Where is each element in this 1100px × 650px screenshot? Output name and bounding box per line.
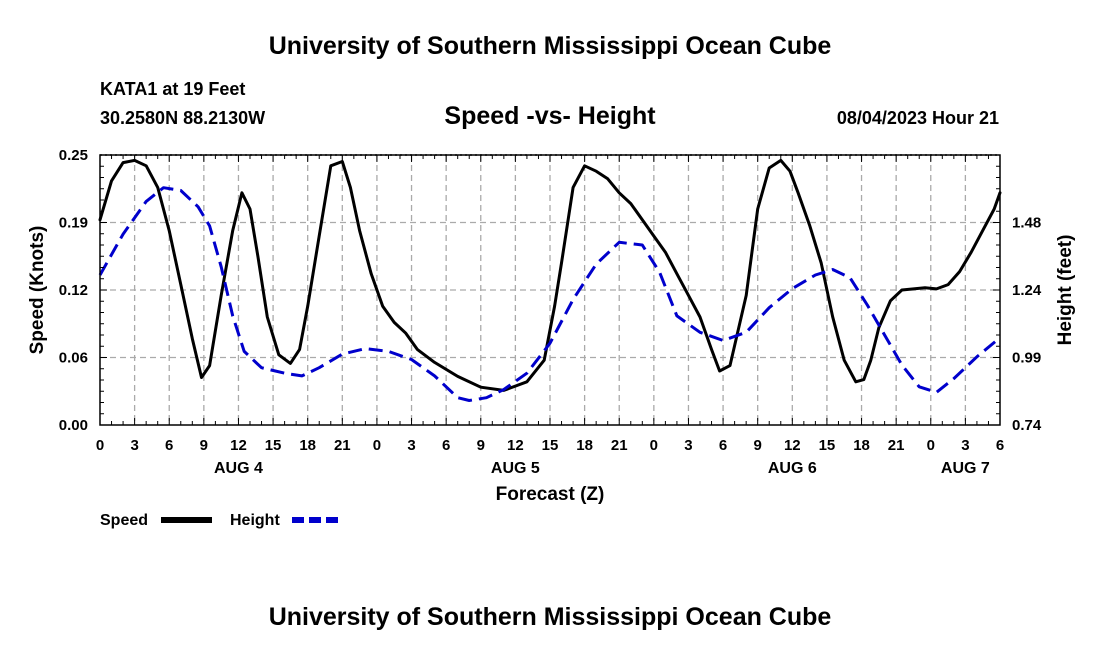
- y-axis-label-left: Speed (Knots): [27, 226, 48, 355]
- x-tick-label: 12: [230, 437, 247, 454]
- forecast-timestamp: 08/04/2023 Hour 21: [837, 108, 999, 128]
- minor-ticks: [99, 154, 1001, 426]
- y-tick-label-right: 0.99: [1012, 350, 1041, 367]
- y-tick-label-right: 0.74: [1012, 417, 1042, 434]
- day-label: AUG 6: [768, 460, 817, 477]
- y-tick-label-left: 0.00: [59, 417, 88, 434]
- y-tick-label-left: 0.25: [59, 147, 88, 164]
- x-tick-label: 21: [611, 437, 628, 454]
- x-tick-label: 3: [407, 437, 415, 454]
- x-tick-label: 9: [200, 437, 208, 454]
- x-tick-label: 21: [334, 437, 351, 454]
- x-tick-label: 15: [542, 437, 559, 454]
- x-tick-label: 3: [961, 437, 969, 454]
- day-label: AUG 5: [491, 460, 540, 477]
- x-tick-label: 9: [477, 437, 485, 454]
- x-tick-label: 21: [888, 437, 905, 454]
- y-tick-label-left: 0.19: [59, 215, 88, 232]
- x-tick-label: 0: [96, 437, 104, 454]
- day-label: AUG 4: [214, 460, 263, 477]
- legend-label-speed: Speed: [100, 512, 148, 529]
- y-tick-label-right: 1.48: [1012, 215, 1041, 232]
- x-tick-label: 12: [784, 437, 801, 454]
- legend: Speed Height: [100, 512, 343, 529]
- x-tick-label: 15: [819, 437, 836, 454]
- y-tick-label-left: 0.12: [59, 282, 88, 299]
- station-label: KATA1 at 19 Feet: [100, 79, 245, 99]
- x-tick-label: 18: [853, 437, 870, 454]
- x-tick-label: 0: [927, 437, 935, 454]
- y-tick-label-right: 1.24: [1012, 282, 1042, 299]
- x-tick-label: 6: [719, 437, 727, 454]
- grid-lines: [100, 155, 1000, 425]
- station-coords: 30.2580N 88.2130W: [100, 108, 265, 128]
- legend-label-height: Height: [230, 512, 280, 529]
- x-tick-label: 12: [507, 437, 524, 454]
- y-axis-label-right: Height (feet): [1055, 235, 1076, 346]
- x-tick-label: 18: [299, 437, 316, 454]
- series-line-speed: [98, 158, 1002, 392]
- footer-title: University of Southern Mississippi Ocean…: [269, 603, 832, 631]
- page-title: University of Southern Mississippi Ocean…: [269, 32, 832, 60]
- axis-tick-labels: 0 3 6 9 12 15 18 21 0 3 6 9 12 15 18 21 0 3 6 9 12 15 18 21 0 3 60…: [59, 147, 1042, 477]
- x-tick-label: 6: [996, 437, 1004, 454]
- x-tick-label: 6: [165, 437, 173, 454]
- x-axis-label: Forecast (Z): [496, 484, 605, 505]
- x-tick-label: 6: [442, 437, 450, 454]
- x-tick-label: 3: [684, 437, 692, 454]
- x-tick-label: 0: [650, 437, 658, 454]
- x-tick-label: 9: [754, 437, 762, 454]
- chart-title: Speed -vs- Height: [444, 102, 656, 130]
- x-tick-label: 15: [265, 437, 282, 454]
- x-tick-label: 3: [130, 437, 138, 454]
- day-label: AUG 7: [941, 460, 990, 477]
- y-tick-label-left: 0.06: [59, 350, 88, 367]
- series-line-height: [98, 186, 1001, 402]
- series-lines: [98, 158, 1002, 402]
- x-tick-label: 0: [373, 437, 381, 454]
- x-tick-label: 18: [576, 437, 593, 454]
